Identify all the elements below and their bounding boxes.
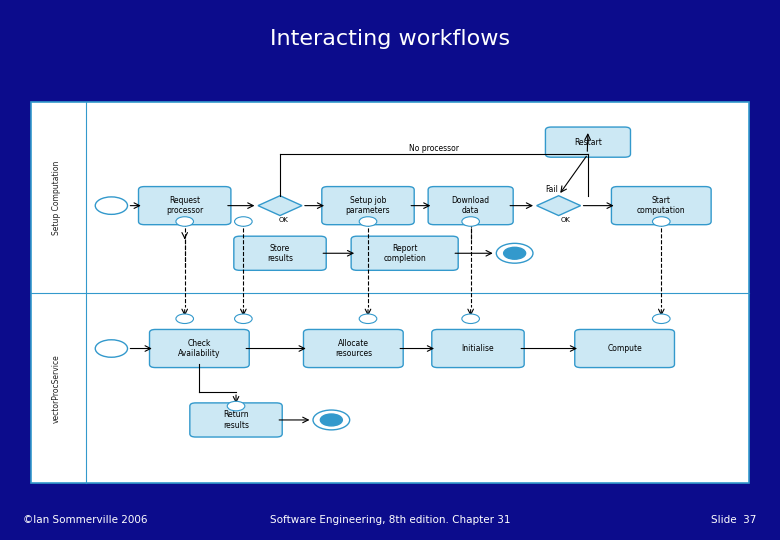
- Text: Report
completion: Report completion: [383, 244, 426, 263]
- Text: Request
processor: Request processor: [166, 196, 204, 215]
- Text: OK: OK: [561, 217, 571, 222]
- Circle shape: [504, 247, 526, 259]
- Circle shape: [360, 314, 377, 323]
- Circle shape: [462, 217, 480, 226]
- Text: Compute: Compute: [608, 344, 642, 353]
- FancyBboxPatch shape: [545, 127, 630, 157]
- FancyBboxPatch shape: [351, 236, 458, 271]
- Circle shape: [313, 410, 349, 430]
- FancyBboxPatch shape: [190, 403, 282, 437]
- Text: Store
results: Store results: [267, 244, 293, 263]
- Polygon shape: [537, 195, 580, 215]
- Circle shape: [235, 217, 252, 226]
- Text: OK: OK: [278, 217, 289, 222]
- Circle shape: [321, 414, 342, 426]
- Text: Restart: Restart: [574, 138, 602, 147]
- Circle shape: [653, 314, 670, 323]
- Circle shape: [496, 244, 533, 263]
- Text: Initialise: Initialise: [462, 344, 495, 353]
- Circle shape: [95, 197, 127, 214]
- FancyBboxPatch shape: [612, 187, 711, 225]
- Polygon shape: [258, 195, 302, 215]
- Text: No processor: No processor: [409, 144, 459, 153]
- Text: Return
results: Return results: [223, 410, 249, 430]
- Text: Download
data: Download data: [452, 196, 490, 215]
- FancyBboxPatch shape: [150, 329, 250, 368]
- Circle shape: [176, 217, 193, 226]
- Text: Start
computation: Start computation: [637, 196, 686, 215]
- FancyBboxPatch shape: [322, 187, 414, 225]
- Circle shape: [227, 401, 245, 411]
- FancyBboxPatch shape: [428, 187, 513, 225]
- Text: Check
Availability: Check Availability: [178, 339, 221, 358]
- Text: Fail: Fail: [545, 185, 558, 194]
- Text: Interacting workflows: Interacting workflows: [270, 29, 510, 49]
- Text: Setup job
parameters: Setup job parameters: [346, 196, 390, 215]
- Text: Allocate
resources: Allocate resources: [335, 339, 372, 358]
- Circle shape: [95, 340, 127, 357]
- FancyBboxPatch shape: [303, 329, 403, 368]
- Text: Software Engineering, 8th edition. Chapter 31: Software Engineering, 8th edition. Chapt…: [270, 515, 510, 525]
- FancyBboxPatch shape: [139, 187, 231, 225]
- FancyBboxPatch shape: [234, 236, 326, 271]
- Circle shape: [462, 314, 480, 323]
- Text: vectorProcService: vectorProcService: [52, 354, 61, 423]
- Text: Slide  37: Slide 37: [711, 515, 757, 525]
- FancyBboxPatch shape: [432, 329, 524, 368]
- Circle shape: [653, 217, 670, 226]
- Text: Setup Computation: Setup Computation: [52, 160, 61, 235]
- Circle shape: [235, 314, 252, 323]
- Circle shape: [360, 217, 377, 226]
- Circle shape: [176, 314, 193, 323]
- FancyBboxPatch shape: [575, 329, 675, 368]
- Text: ©Ian Sommerville 2006: ©Ian Sommerville 2006: [23, 515, 148, 525]
